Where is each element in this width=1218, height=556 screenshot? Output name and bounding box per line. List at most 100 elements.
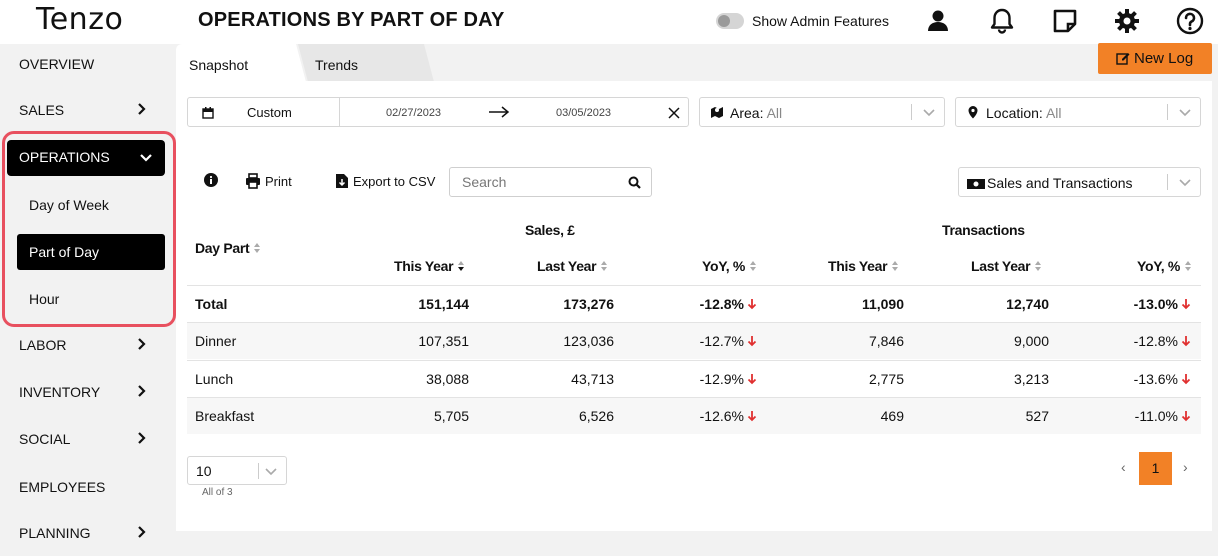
top-bar: Tenzo OPERATIONS BY PART OF DAY Show Adm… bbox=[0, 0, 1218, 44]
cell-sales-this-year: 107,351 bbox=[418, 333, 469, 349]
note-icon[interactable] bbox=[1051, 7, 1079, 35]
cell-transactions-last-year: 9,000 bbox=[1013, 333, 1049, 349]
sidebar-item-label: SALES bbox=[19, 102, 65, 118]
area-filter-label: Area: bbox=[730, 105, 764, 121]
current-page-button[interactable]: 1 bbox=[1139, 452, 1172, 485]
cell-sales-this-year: 38,088 bbox=[426, 371, 469, 387]
column-header-sales-this-year[interactable]: This Year bbox=[394, 258, 465, 274]
arrow-down-icon bbox=[747, 299, 757, 310]
export-csv-button[interactable]: Export to CSV bbox=[335, 172, 445, 190]
location-filter-label: Location: bbox=[986, 105, 1043, 121]
column-header-sales-yoy[interactable]: YoY, % bbox=[702, 258, 757, 274]
sidebar-item-employees[interactable]: EMPLOYEES bbox=[19, 479, 149, 495]
column-header-day-part[interactable]: Day Part bbox=[195, 240, 261, 256]
column-header-transactions-yoy[interactable]: YoY, % bbox=[1137, 258, 1192, 274]
cell-sales-last-year: 43,713 bbox=[571, 371, 614, 387]
table-row: Breakfast 5,705 6,526 -12.6% 469 527 -11… bbox=[187, 397, 1201, 434]
sidebar-item-label: LABOR bbox=[19, 337, 67, 353]
search-input[interactable] bbox=[462, 174, 622, 190]
next-page-button[interactable]: › bbox=[1183, 459, 1188, 475]
column-header-transactions-this-year[interactable]: This Year bbox=[828, 258, 899, 274]
edit-icon bbox=[1116, 51, 1130, 65]
divider bbox=[911, 104, 912, 120]
sidebar-item-overview[interactable]: OVERVIEW bbox=[19, 56, 149, 72]
sidebar-item-label: INVENTORY bbox=[19, 384, 101, 400]
end-date-input[interactable]: 03/05/2023 bbox=[556, 107, 612, 119]
sidebar-item-operations[interactable]: OPERATIONS bbox=[7, 140, 165, 176]
export-icon bbox=[336, 174, 348, 188]
sidebar-subitem-hour[interactable]: Hour bbox=[17, 281, 165, 317]
tab-snapshot[interactable]: Snapshot bbox=[176, 44, 306, 82]
column-header-label: Last Year bbox=[971, 258, 1031, 274]
column-header-sales-last-year[interactable]: Last Year bbox=[537, 258, 608, 274]
money-icon bbox=[967, 176, 985, 190]
admin-features-toggle[interactable] bbox=[716, 13, 744, 29]
sort-icon bbox=[1035, 261, 1042, 271]
sidebar-item-label: OPERATIONS bbox=[19, 149, 110, 165]
sort-icon bbox=[1185, 261, 1192, 271]
divider bbox=[1167, 174, 1168, 190]
page-size-select[interactable]: 10 bbox=[187, 456, 287, 485]
previous-page-button[interactable]: ‹ bbox=[1121, 459, 1126, 475]
gear-icon[interactable] bbox=[1113, 7, 1141, 35]
sidebar-item-labor[interactable]: LABOR bbox=[19, 337, 149, 353]
clear-icon[interactable] bbox=[668, 106, 680, 119]
sidebar-item-inventory[interactable]: INVENTORY bbox=[19, 384, 149, 400]
sidebar-item-social[interactable]: SOCIAL bbox=[19, 431, 149, 447]
cell-transactions-this-year: 7,846 bbox=[868, 333, 904, 349]
sidebar-item-sales[interactable]: SALES bbox=[19, 102, 149, 118]
cell-sales-yoy: -12.7% bbox=[700, 333, 757, 349]
sales-group-header: Sales, £ bbox=[525, 222, 575, 238]
location-filter[interactable]: Location: All bbox=[955, 97, 1201, 127]
chevron-down-icon bbox=[922, 106, 936, 118]
start-date-input[interactable]: 02/27/2023 bbox=[386, 107, 442, 119]
new-log-button[interactable]: New Log bbox=[1098, 43, 1212, 74]
cell-transactions-this-year: 11,090 bbox=[861, 296, 904, 312]
column-header-transactions-last-year[interactable]: Last Year bbox=[971, 258, 1042, 274]
cell-transactions-yoy: -12.8% bbox=[1134, 333, 1191, 349]
metric-select[interactable]: Sales and Transactions bbox=[958, 167, 1201, 197]
sidebar-subitem-day-of-week[interactable]: Day of Week bbox=[17, 187, 165, 223]
help-icon[interactable] bbox=[1176, 7, 1204, 35]
sort-icon bbox=[254, 243, 261, 253]
cell-sales-yoy: -12.9% bbox=[700, 371, 757, 387]
cell-transactions-last-year: 3,213 bbox=[1013, 371, 1049, 387]
date-range-filter[interactable]: Custom 02/27/2023 03/05/2023 bbox=[187, 97, 689, 127]
area-filter[interactable]: Area: All bbox=[699, 97, 945, 127]
cell-sales-last-year: 123,036 bbox=[563, 333, 614, 349]
date-mode-label: Custom bbox=[247, 105, 292, 120]
date-mode-select[interactable]: Custom bbox=[188, 98, 340, 126]
print-button[interactable]: Print bbox=[245, 172, 305, 190]
column-header-label: Last Year bbox=[537, 258, 597, 274]
tab-trends[interactable]: Trends bbox=[298, 44, 434, 82]
tenzo-logo[interactable]: Tenzo bbox=[36, 2, 124, 37]
sort-icon bbox=[892, 261, 899, 271]
cell-sales-this-year: 5,705 bbox=[433, 408, 469, 424]
arrow-right-icon bbox=[488, 104, 510, 120]
sidebar-subitem-part-of-day[interactable]: Part of Day bbox=[17, 234, 165, 270]
arrow-down-icon bbox=[1181, 374, 1191, 385]
chevron-down-icon bbox=[264, 465, 278, 477]
export-label: Export to CSV bbox=[353, 174, 436, 189]
calendar-icon bbox=[202, 106, 214, 119]
info-icon[interactable] bbox=[204, 172, 218, 188]
main-panel bbox=[176, 81, 1212, 531]
sidebar-item-label: OVERVIEW bbox=[19, 56, 95, 72]
toggle-knob bbox=[718, 15, 730, 27]
search-icon[interactable] bbox=[628, 176, 641, 189]
bell-icon[interactable] bbox=[988, 7, 1016, 35]
sort-icon bbox=[601, 261, 608, 271]
column-header-label: This Year bbox=[828, 258, 888, 274]
location-pin-icon bbox=[966, 105, 980, 119]
cell-transactions-this-year: 2,775 bbox=[868, 371, 904, 387]
chevron-right-icon bbox=[135, 384, 149, 398]
cell-day-part: Lunch bbox=[195, 371, 234, 387]
sidebar-subitem-label: Day of Week bbox=[29, 197, 109, 213]
sidebar-item-planning[interactable]: PLANNING bbox=[19, 525, 149, 541]
cell-sales-this-year: 151,144 bbox=[418, 296, 469, 312]
search-box[interactable] bbox=[449, 167, 652, 197]
cell-day-part: Breakfast bbox=[195, 408, 255, 424]
user-icon[interactable] bbox=[924, 7, 952, 35]
sort-icon bbox=[750, 261, 757, 271]
cell-sales-yoy: -12.8% bbox=[700, 296, 757, 312]
